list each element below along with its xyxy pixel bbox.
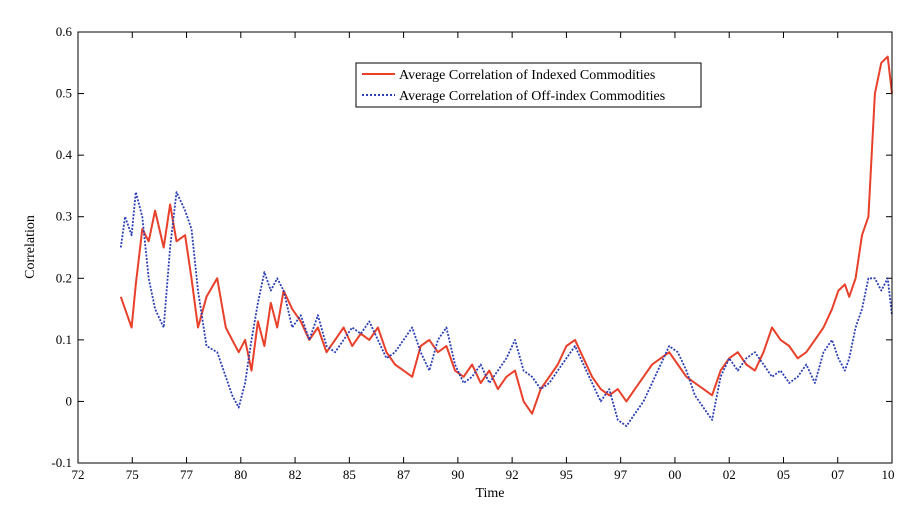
x-tick-label: 05 (777, 467, 790, 482)
x-tick-label: 00 (668, 467, 681, 482)
y-tick-label: 0.2 (56, 270, 72, 285)
y-tick-label: 0.4 (56, 147, 73, 162)
x-tick-label: 85 (343, 467, 356, 482)
x-axis-title: Time (475, 486, 504, 501)
x-tick-label: 90 (451, 467, 464, 482)
legend-label-off-index: Average Correlation of Off-index Commodi… (399, 89, 665, 104)
x-tick-label: 87 (397, 467, 411, 482)
x-tick-label: 72 (72, 467, 85, 482)
series-line-off-index (119, 191, 893, 428)
y-tick-label: 0.6 (56, 24, 73, 39)
y-tick-label: 0.1 (56, 332, 72, 347)
series-lines (119, 55, 893, 428)
x-tick-label: 82 (289, 467, 302, 482)
x-tick-label: 95 (560, 467, 573, 482)
x-tick-label: 77 (180, 467, 194, 482)
legend-box (355, 62, 702, 108)
x-tick-label: 75 (126, 467, 139, 482)
x-tick-label: 92 (506, 467, 519, 482)
x-tick-label: 10 (882, 467, 895, 482)
axis-ticks: -0.1 0 0.1 0.2 0.3 0.4 0.5 0.6 72 75 77 80 82 85 87 90 9… (51, 24, 894, 482)
y-tick-label: -0.1 (51, 455, 72, 470)
y-tick-label: 0.5 (56, 86, 72, 101)
series-line-indexed (119, 55, 893, 415)
y-axis-title: Correlation (23, 215, 38, 279)
legend-label-indexed: Average Correlation of Indexed Commoditi… (399, 68, 655, 83)
plot-frame (77, 31, 893, 464)
x-tick-label: 97 (614, 467, 628, 482)
x-tick-label: 07 (831, 467, 845, 482)
x-tick-label: 80 (234, 467, 247, 482)
y-tick-label: 0 (66, 393, 73, 408)
legend: Average Correlation of Indexed Commoditi… (355, 62, 702, 108)
y-tick-label: 0.3 (56, 209, 72, 224)
x-tick-label: 02 (723, 467, 736, 482)
